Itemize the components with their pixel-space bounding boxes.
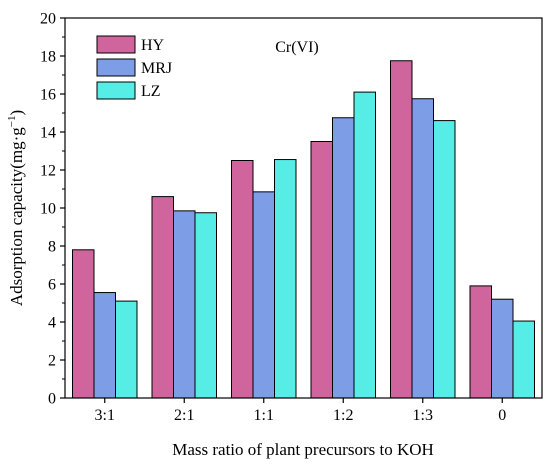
y-axis-label-superscript: −1 <box>6 116 18 128</box>
bar-mrj-2-1 <box>173 210 196 399</box>
bar-mrj-0 <box>491 298 514 399</box>
x-tick-label: 2:1 <box>174 407 194 424</box>
bar-hy-2-1 <box>151 196 174 399</box>
y-tick-label: 12 <box>40 163 56 180</box>
bar-hy-1-3 <box>390 60 413 399</box>
legend-label-mrj: MRJ <box>141 60 172 77</box>
legend: HY MRJ LZ <box>96 35 172 100</box>
legend-swatch-hy <box>96 35 136 54</box>
y-tick-label: 10 <box>40 201 56 218</box>
y-tick-label: 16 <box>40 87 56 104</box>
legend-swatch-lz <box>96 81 136 100</box>
y-tick-label: 6 <box>48 277 56 294</box>
y-axis: 0 2 4 6 8 10 12 14 16 18 20 <box>40 11 65 408</box>
bar-hy-3-1 <box>72 249 95 399</box>
y-tick-label: 20 <box>40 11 56 28</box>
legend-label-hy: HY <box>141 37 165 54</box>
x-axis: 3:1 2:1 1:1 1:2 1:3 0 <box>95 398 506 424</box>
bar-mrj-1-1 <box>252 191 275 399</box>
x-tick-label: 1:1 <box>254 407 274 424</box>
legend-swatch-mrj <box>96 58 136 77</box>
y-tick-label: 8 <box>48 239 56 256</box>
bars-layer <box>72 60 535 399</box>
y-tick-label: 4 <box>48 315 56 332</box>
y-tick-label: 18 <box>40 49 56 66</box>
bar-lz-2-1 <box>194 212 217 399</box>
legend-label-lz: LZ <box>141 83 161 100</box>
bar-lz-1-2 <box>353 91 376 399</box>
bar-mrj-1-2 <box>332 117 355 399</box>
bar-lz-3-1 <box>115 300 138 399</box>
y-tick-label: 0 <box>48 391 56 408</box>
bar-hy-1-1 <box>231 160 254 399</box>
y-axis-label-main: Adsorption capacity(mg·g <box>7 127 26 306</box>
y-tick-label: 2 <box>48 353 56 370</box>
bar-hy-0 <box>469 285 492 399</box>
y-axis-label: Adsorption capacity(mg·g−1) <box>6 110 26 306</box>
bar-lz-1-1 <box>274 159 297 399</box>
bar-mrj-1-3 <box>411 98 434 399</box>
y-tick-label: 14 <box>40 125 56 142</box>
x-tick-label: 3:1 <box>95 407 115 424</box>
x-axis-label: Mass ratio of plant precursors to KOH <box>172 440 434 459</box>
x-tick-label: 1:2 <box>333 407 353 424</box>
bar-mrj-3-1 <box>93 292 116 399</box>
y-axis-label-close: ) <box>7 110 26 116</box>
bar-lz-0 <box>512 320 535 399</box>
chart-annotation: Cr(VI) <box>275 39 319 56</box>
x-tick-label: 0 <box>498 407 506 424</box>
bar-hy-1-2 <box>310 141 333 399</box>
x-tick-label: 1:3 <box>413 407 433 424</box>
bar-lz-1-3 <box>433 120 456 399</box>
